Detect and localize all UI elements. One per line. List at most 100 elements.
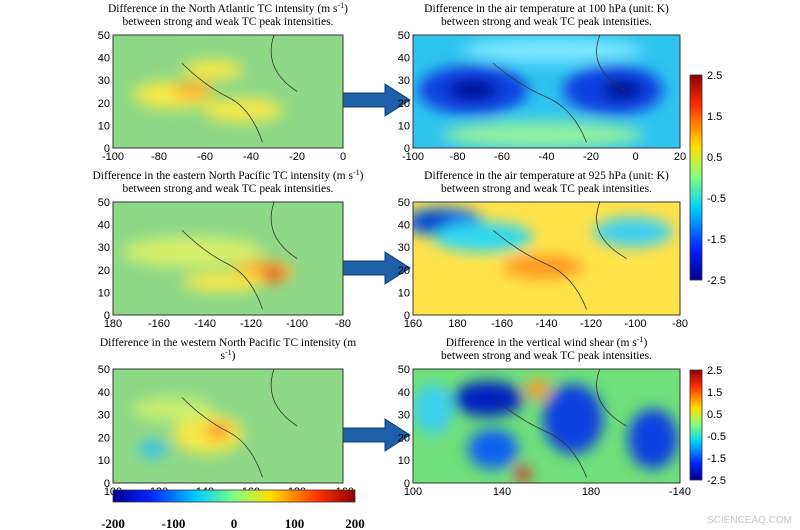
- colorbar-scale: [112, 489, 356, 503]
- x-tick-label: 0: [632, 151, 638, 163]
- y-tick-label: 0: [104, 478, 110, 490]
- y-tick-label: 20: [98, 265, 110, 277]
- title-part: Difference in the vertical wind shear (m…: [446, 337, 638, 349]
- title-part: ): [360, 170, 364, 182]
- x-tick-label: -140: [194, 318, 216, 330]
- panel-title: Difference in the vertical wind shear (m…: [446, 335, 648, 349]
- y-tick-label: 50: [98, 364, 110, 376]
- field-blob: [418, 216, 448, 228]
- field-blobs: [133, 397, 243, 457]
- y-tick-label: 30: [98, 410, 110, 422]
- field-blob: [463, 38, 643, 62]
- map-frame: [112, 368, 344, 484]
- y-tick-label: 50: [98, 197, 110, 209]
- field-blobs: [133, 60, 283, 122]
- field-blob: [173, 82, 213, 98]
- title-part: -1: [353, 168, 360, 177]
- x-tick-label: -60: [494, 151, 510, 163]
- colorbar-tick-label: -1.5: [707, 234, 726, 246]
- y-tick-label: 0: [404, 310, 410, 322]
- coastline: [492, 202, 627, 310]
- coastline: [492, 369, 627, 478]
- map-panel: 160 180 -160 -140 -120 -100 -80 0 10 20 30 40 50 Diff…: [398, 170, 688, 330]
- x-tick-label: -100: [402, 151, 424, 163]
- y-tick-label: 20: [398, 432, 410, 444]
- x-tick-label: 20: [674, 151, 686, 163]
- panel-title: between strong and weak TC peak intensit…: [441, 16, 652, 28]
- title-part: ): [643, 337, 647, 349]
- title-part: between strong and weak TC peak intensit…: [123, 16, 334, 28]
- field-blob: [453, 381, 523, 417]
- colorbar-scale: [689, 74, 703, 281]
- map-field: [413, 35, 680, 148]
- map-frame: [412, 34, 681, 149]
- colorbar-tick-label: 200: [345, 516, 365, 530]
- y-tick-label: 50: [98, 30, 110, 42]
- y-tick-label: 30: [98, 242, 110, 254]
- map-panel: -100 -80 -60 -40 -20 0 0 10 20 30 40 50 Difference i…: [98, 1, 348, 163]
- colorbar-tick-label: 0.5: [707, 409, 722, 421]
- field-blob: [206, 423, 230, 439]
- y-tick-label: 30: [398, 242, 410, 254]
- title-part: between strong and weak TC peak intensit…: [441, 16, 652, 28]
- colorbar-scale: [689, 369, 703, 481]
- field-blobs: [413, 379, 678, 482]
- map-field: [113, 369, 343, 483]
- x-tick-label: 180: [448, 318, 466, 330]
- field-blob: [543, 384, 603, 454]
- colorbar-tick-label: -2.5: [707, 475, 726, 487]
- x-tick-label: -60: [197, 151, 213, 163]
- field-blob: [433, 222, 533, 252]
- title-part: Difference in the eastern North Pacific …: [92, 170, 353, 182]
- map-frame: [412, 368, 681, 484]
- x-tick-label: -20: [289, 151, 305, 163]
- panel-title: Difference in the air temperature at 100…: [424, 3, 669, 15]
- title-part: -1: [225, 348, 232, 357]
- y-tick-label: 30: [398, 75, 410, 87]
- field-blob: [265, 266, 281, 282]
- title-part: Difference in the western North Pacific …: [100, 337, 356, 349]
- y-tick-label: 20: [398, 98, 410, 110]
- title-part: between strong and weak TC peak intensit…: [441, 183, 652, 195]
- field-blob: [443, 121, 643, 148]
- panel-title: s-1): [221, 348, 236, 362]
- colorbar-tick-label: 2.5: [707, 70, 722, 82]
- colorbar-tick-label: 1.5: [707, 111, 722, 123]
- map-frame: [412, 201, 681, 316]
- map-field: [413, 369, 680, 483]
- y-tick-label: 40: [98, 53, 110, 65]
- y-tick-label: 10: [98, 455, 110, 467]
- field-blob: [628, 409, 678, 469]
- y-tick-label: 20: [98, 432, 110, 444]
- colorbar-tick-label: 0: [231, 516, 238, 530]
- field-blob: [515, 466, 531, 482]
- x-tick-label: -120: [240, 318, 262, 330]
- map-field: [113, 35, 343, 148]
- field-blob: [448, 80, 498, 100]
- y-tick-label: 0: [404, 143, 410, 155]
- panel-title: Difference in the eastern North Pacific …: [92, 168, 363, 182]
- title-part: Difference in the air temperature at 925…: [424, 170, 669, 182]
- x-tick-label: -40: [539, 151, 555, 163]
- field-blob: [123, 237, 263, 267]
- y-tick-label: 0: [104, 143, 110, 155]
- x-tick-label: -100: [102, 151, 124, 163]
- colorbar-tick-label: 100: [285, 516, 305, 530]
- map-field: [413, 202, 680, 315]
- colorbar-tick-label: 1.5: [707, 387, 722, 399]
- title-part: s: [221, 350, 226, 362]
- colorbar: 2.5 1.5 0.5 -0.5 -1.5 -2.5: [689, 70, 726, 287]
- y-tick-label: 40: [98, 220, 110, 232]
- y-tick-label: 30: [98, 75, 110, 87]
- field-blob: [203, 98, 283, 122]
- title-part: -1: [637, 335, 644, 344]
- coastline: [492, 35, 627, 143]
- x-tick-label: 180: [104, 318, 122, 330]
- y-tick-label: 10: [398, 287, 410, 299]
- colorbar-tick-label: -0.5: [707, 431, 726, 443]
- y-tick-label: 40: [398, 387, 410, 399]
- x-tick-label: 160: [404, 318, 422, 330]
- y-tick-label: 50: [398, 197, 410, 209]
